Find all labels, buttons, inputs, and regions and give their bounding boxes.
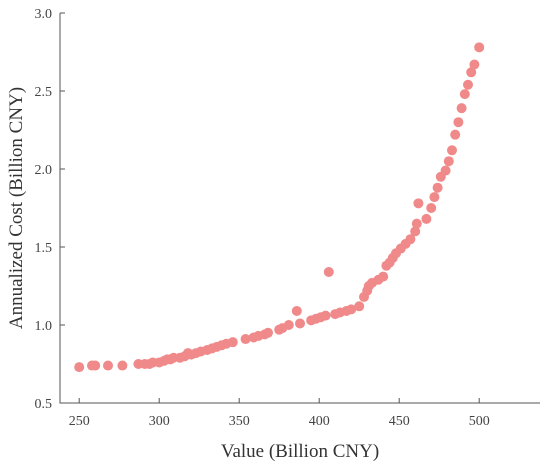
data-point (117, 360, 128, 371)
x-axis-label: Value (Billion CNY) (221, 441, 379, 462)
data-point (440, 165, 451, 176)
data-point (474, 42, 485, 53)
data-point (410, 226, 421, 237)
data-points (74, 42, 485, 373)
data-point (426, 203, 437, 213)
data-point (283, 320, 294, 330)
data-point (90, 360, 101, 371)
data-point (413, 198, 424, 209)
data-point (405, 234, 416, 245)
data-point (447, 145, 457, 156)
data-point (74, 362, 85, 373)
data-point (240, 334, 251, 345)
data-point (291, 305, 302, 316)
y-axis-ticks: 0.5 1.0 1.5 2.0 2.5 3.0 (35, 7, 65, 412)
data-point (463, 79, 473, 90)
data-point (421, 213, 432, 224)
x-tick-label: 450 (389, 414, 410, 429)
y-tick-label: 3.0 (35, 7, 53, 22)
x-axis-ticks: 250 300 350 400 450 500 (69, 398, 490, 429)
data-point (320, 310, 331, 321)
data-point (466, 67, 477, 78)
x-tick-label: 350 (229, 414, 250, 429)
data-point (456, 103, 467, 114)
y-axis-label: Annualized Cost (Billion CNY) (6, 87, 27, 329)
data-point (378, 271, 389, 282)
data-point (429, 192, 440, 203)
data-point (450, 129, 461, 140)
y-tick-label: 1.5 (35, 241, 53, 256)
data-point (443, 156, 454, 167)
data-point (469, 59, 480, 70)
data-point (103, 360, 113, 371)
y-tick-label: 2.5 (35, 85, 53, 100)
y-tick-label: 1.0 (35, 319, 53, 334)
data-point (411, 218, 422, 229)
x-tick-label: 300 (149, 414, 170, 429)
data-point (346, 304, 357, 315)
data-point (354, 301, 365, 312)
y-tick-label: 2.0 (35, 163, 53, 178)
data-point (295, 318, 305, 329)
x-tick-label: 250 (69, 414, 90, 429)
data-point (323, 266, 334, 277)
x-tick-label: 500 (469, 414, 490, 429)
data-point (227, 337, 238, 348)
data-point (453, 117, 464, 128)
data-point (263, 327, 273, 338)
y-tick-label: 0.5 (35, 397, 53, 412)
x-tick-label: 400 (309, 414, 330, 429)
data-point (459, 89, 470, 100)
data-point (432, 182, 443, 193)
